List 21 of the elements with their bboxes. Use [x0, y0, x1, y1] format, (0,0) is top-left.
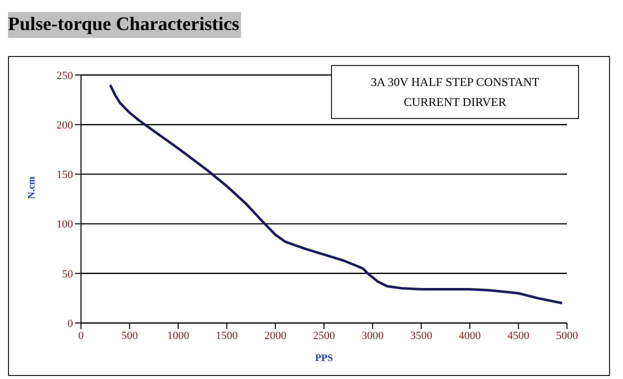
x-tick-label: 4500 — [507, 330, 530, 342]
y-tick-label: 250 — [56, 70, 74, 82]
x-tick-label: 3000 — [362, 330, 384, 342]
x-tick-label: 2000 — [264, 330, 287, 342]
x-tick-label: 1000 — [167, 330, 190, 342]
x-tick-label: 3500 — [410, 330, 433, 342]
x-tick-label: 0 — [78, 330, 84, 342]
note-box: 3A 30V HALF STEP CONSTANT CURRENT DIRVER — [331, 65, 579, 119]
chart-title: Pulse-torque Characteristics — [8, 12, 242, 38]
y-tick-label: 0 — [68, 318, 74, 330]
y-tick-label: 150 — [56, 169, 74, 182]
y-tick-label: 50 — [62, 268, 74, 280]
y-tick-label: 100 — [56, 218, 74, 231]
x-tick-label: 4000 — [458, 330, 482, 342]
y-axis-title: N.cm — [26, 176, 38, 199]
y-tick-label: 200 — [56, 120, 74, 132]
x-tick-label: 5000 — [556, 330, 578, 342]
x-axis-title: PPS — [315, 353, 334, 364]
x-tick-label: 1500 — [216, 330, 238, 342]
x-tick-label: 500 — [121, 330, 138, 342]
x-tick-label: 2500 — [313, 330, 336, 342]
